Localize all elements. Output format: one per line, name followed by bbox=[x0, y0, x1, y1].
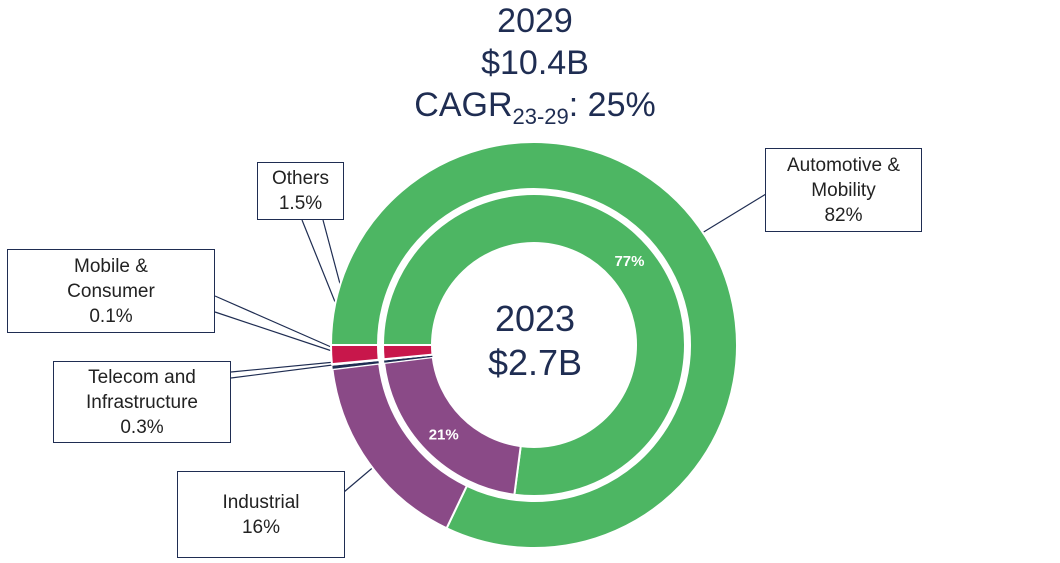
callout-telecom-value: 0.3% bbox=[120, 416, 164, 438]
inner-slice-others bbox=[381, 344, 434, 361]
callout-industrial: Industrial 16% bbox=[177, 471, 345, 558]
outer-slice-others bbox=[329, 344, 380, 366]
callout-others-value: 1.5% bbox=[278, 193, 323, 214]
center-year: 2023 bbox=[494, 298, 576, 339]
callout-automotive: Automotive & Mobility 82% bbox=[765, 148, 922, 232]
callout-automotive-line1: Automotive & bbox=[787, 154, 900, 176]
callout-industrial-line1: Industrial bbox=[222, 491, 300, 513]
inner-slice-automotive-mobility bbox=[381, 193, 686, 497]
callout-mobile-value: 0.1% bbox=[89, 305, 133, 327]
leader-mobile-b bbox=[214, 311, 348, 357]
callout-mobile-line1: Mobile & bbox=[74, 255, 148, 277]
outer-ring bbox=[329, 141, 738, 549]
center-total: $2.7B bbox=[487, 342, 583, 383]
cagr-subscript: 23-29 bbox=[512, 104, 569, 129]
chart-title-year: 2029 bbox=[497, 2, 573, 40]
cagr-prefix: CAGR bbox=[414, 86, 513, 124]
callout-others: Others 1.5% bbox=[257, 162, 344, 220]
callout-mobile-line2: Consumer bbox=[67, 280, 155, 302]
outer-slice-automotive-mobility bbox=[329, 141, 738, 549]
callout-industrial-value: 16% bbox=[241, 516, 281, 538]
callout-mobile: Mobile & Consumer 0.1% bbox=[7, 249, 215, 333]
leader-mobile-a bbox=[214, 295, 348, 355]
callout-telecom-line2: Infrastructure bbox=[86, 391, 198, 413]
inner-ring bbox=[381, 193, 686, 497]
slice-labels: 77% 21% bbox=[429, 253, 645, 443]
callout-telecom: Telecom and Infrastructure 0.3% bbox=[53, 361, 231, 443]
inner-label-industrial: 21% bbox=[429, 426, 459, 443]
callout-automotive-value: 82% bbox=[824, 204, 863, 226]
callout-telecom-line1: Telecom and bbox=[88, 366, 196, 388]
chart-title-cagr: CAGR23-29: 25% bbox=[330, 86, 740, 136]
cagr-suffix: : 25% bbox=[568, 86, 656, 124]
chart-title-total: $10.4B bbox=[481, 44, 589, 82]
inner-label-automotive-mobility: 77% bbox=[614, 253, 644, 270]
callout-others-line1: Others bbox=[271, 168, 330, 189]
callout-automotive-line2: Mobility bbox=[811, 179, 876, 201]
